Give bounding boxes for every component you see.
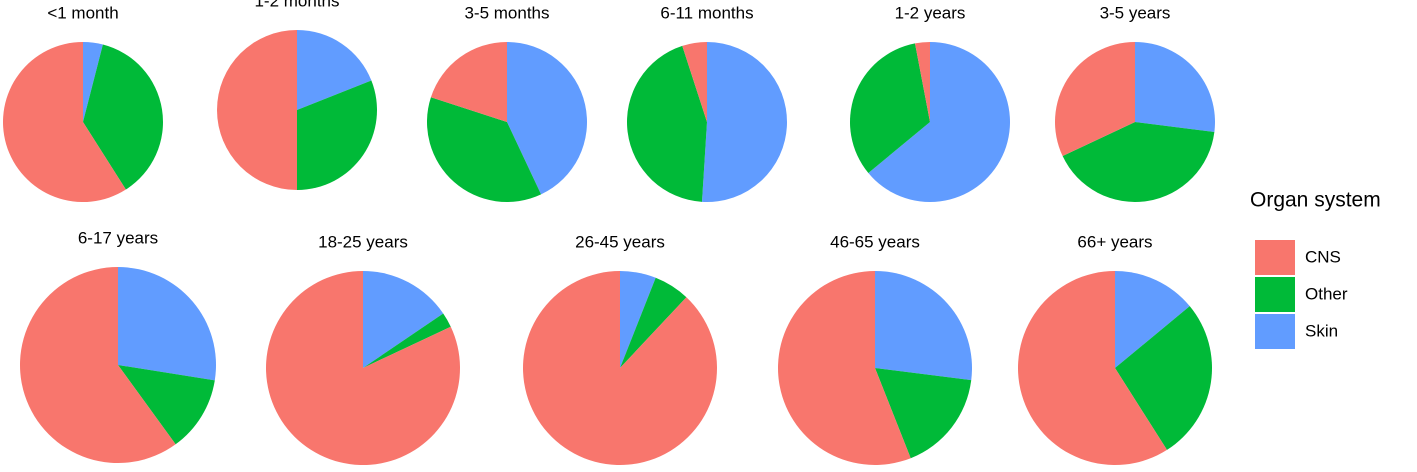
panel-title: 18-25 years [318, 232, 408, 251]
panel-title: 3-5 years [1100, 3, 1171, 22]
pie-slice [777, 271, 911, 465]
panel-title: 26-45 years [575, 232, 665, 251]
legend-key [1255, 314, 1295, 349]
pie-slice [620, 277, 687, 368]
panel-title: 3-5 months [464, 3, 549, 22]
pie-slice [118, 267, 216, 381]
pie-slice [1017, 271, 1167, 465]
panel-title: 46-65 years [830, 232, 920, 251]
pie-slice [875, 368, 972, 459]
panel-title: <1 month [47, 3, 118, 22]
pie-slice [363, 313, 451, 368]
pie-slice [682, 42, 707, 122]
panel-title: 6-11 months [660, 3, 753, 22]
pie-slice [265, 271, 460, 465]
pie-slice [427, 97, 542, 202]
pie-slice [507, 42, 587, 195]
pie-slice [2, 42, 126, 202]
pie-slice [363, 271, 444, 368]
pie-slice [627, 45, 707, 202]
pie-slice [868, 42, 1010, 203]
pie-slice [915, 42, 930, 122]
pie-slice [850, 43, 930, 173]
pie-slice [297, 80, 377, 190]
pie-slice [430, 42, 507, 122]
legend-label: Other [1305, 284, 1348, 303]
legend-title: Organ system [1250, 189, 1381, 212]
pie-slice [297, 30, 372, 110]
pie-slice [875, 271, 972, 381]
pie-slice [1062, 122, 1215, 202]
panel-title: 1-2 months [254, 0, 339, 10]
pie-slice [83, 42, 103, 122]
legend-label: Skin [1305, 321, 1338, 340]
panel-title: 1-2 years [895, 3, 966, 22]
pie-slice [1055, 42, 1135, 157]
pie-slice [701, 42, 788, 203]
pie-slice [118, 365, 215, 445]
panel-title: 66+ years [1077, 232, 1152, 251]
panel-title: 6-17 years [78, 228, 158, 247]
pie-slice [1115, 271, 1190, 368]
pie-slice [620, 271, 656, 368]
legend-label: CNS [1305, 247, 1341, 266]
pie-slice [523, 271, 718, 465]
pie-slice [1135, 42, 1215, 133]
legend-key [1255, 277, 1295, 312]
pie-slice [1115, 306, 1212, 450]
pie-slice [20, 267, 176, 463]
legend-key [1255, 240, 1295, 275]
pie-slice [83, 44, 164, 190]
pie-slice [217, 30, 297, 190]
